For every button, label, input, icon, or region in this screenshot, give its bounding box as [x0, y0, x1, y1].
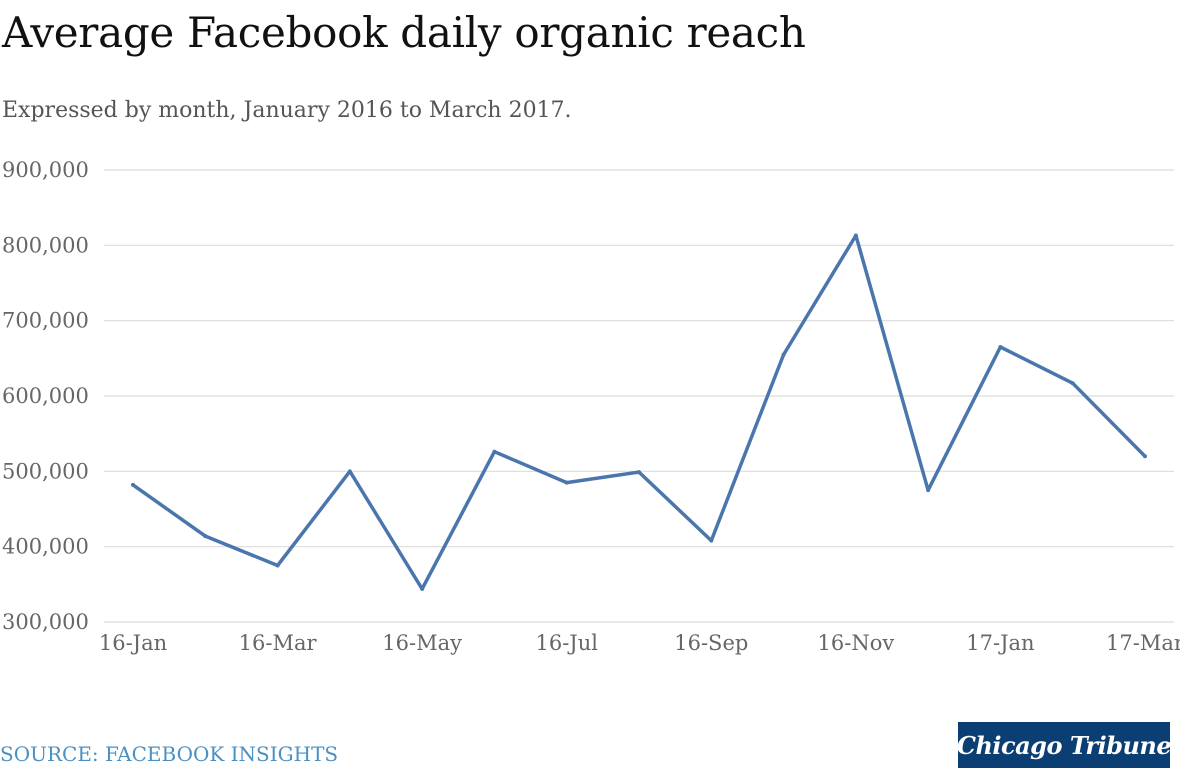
y-tick-label: 500,000	[2, 459, 89, 483]
y-tick-label: 800,000	[2, 233, 89, 257]
x-tick-label: 17-Mar	[1106, 631, 1180, 655]
y-tick-label: 300,000	[2, 610, 89, 634]
data-point	[853, 233, 858, 238]
data-point	[637, 470, 641, 475]
data-point	[1070, 381, 1075, 386]
data-point	[347, 469, 352, 474]
chart-title: Average Facebook daily organic reach	[2, 8, 806, 57]
line-chart: 300,000 400,000 500,000 600,000 700,000 800,0…	[2, 158, 1180, 655]
x-axis-ticks: 16-Jan 16-Mar 16-May 16-Jul 16-Sep 16-Nov 17-J…	[99, 631, 1180, 655]
data-point	[275, 563, 280, 568]
data-point	[998, 345, 1003, 350]
chart-subtitle: Expressed by month, January 2016 to Marc…	[2, 98, 572, 123]
x-tick-label: 16-Nov	[818, 631, 895, 655]
data-point	[131, 482, 135, 487]
y-tick-label: 900,000	[2, 158, 89, 182]
x-tick-label: 16-May	[382, 631, 462, 655]
data-point	[564, 480, 569, 485]
data-point	[781, 352, 786, 357]
y-axis-ticks: 300,000 400,000 500,000 600,000 700,000 800,0…	[2, 158, 89, 634]
x-tick-label: 16-Jan	[99, 631, 167, 655]
gridlines	[104, 169, 1174, 623]
x-tick-label: 16-Sep	[674, 631, 748, 655]
y-tick-label: 700,000	[2, 309, 89, 333]
data-point	[1143, 454, 1147, 459]
data-point	[203, 534, 208, 539]
data-point	[420, 586, 425, 591]
series-line	[131, 233, 1147, 591]
series-layer	[131, 233, 1147, 591]
x-tick-label: 16-Mar	[239, 631, 318, 655]
data-point	[492, 449, 497, 454]
y-tick-label: 400,000	[2, 535, 89, 559]
source-note: SOURCE: FACEBOOK INSIGHTS	[0, 742, 339, 766]
x-tick-label: 16-Jul	[535, 631, 598, 655]
chicago-tribune-logo: Chicago Tribune	[957, 722, 1172, 768]
x-tick-label: 17-Jan	[966, 631, 1034, 655]
data-point	[926, 488, 931, 493]
y-tick-label: 600,000	[2, 384, 89, 408]
data-point	[709, 538, 714, 543]
